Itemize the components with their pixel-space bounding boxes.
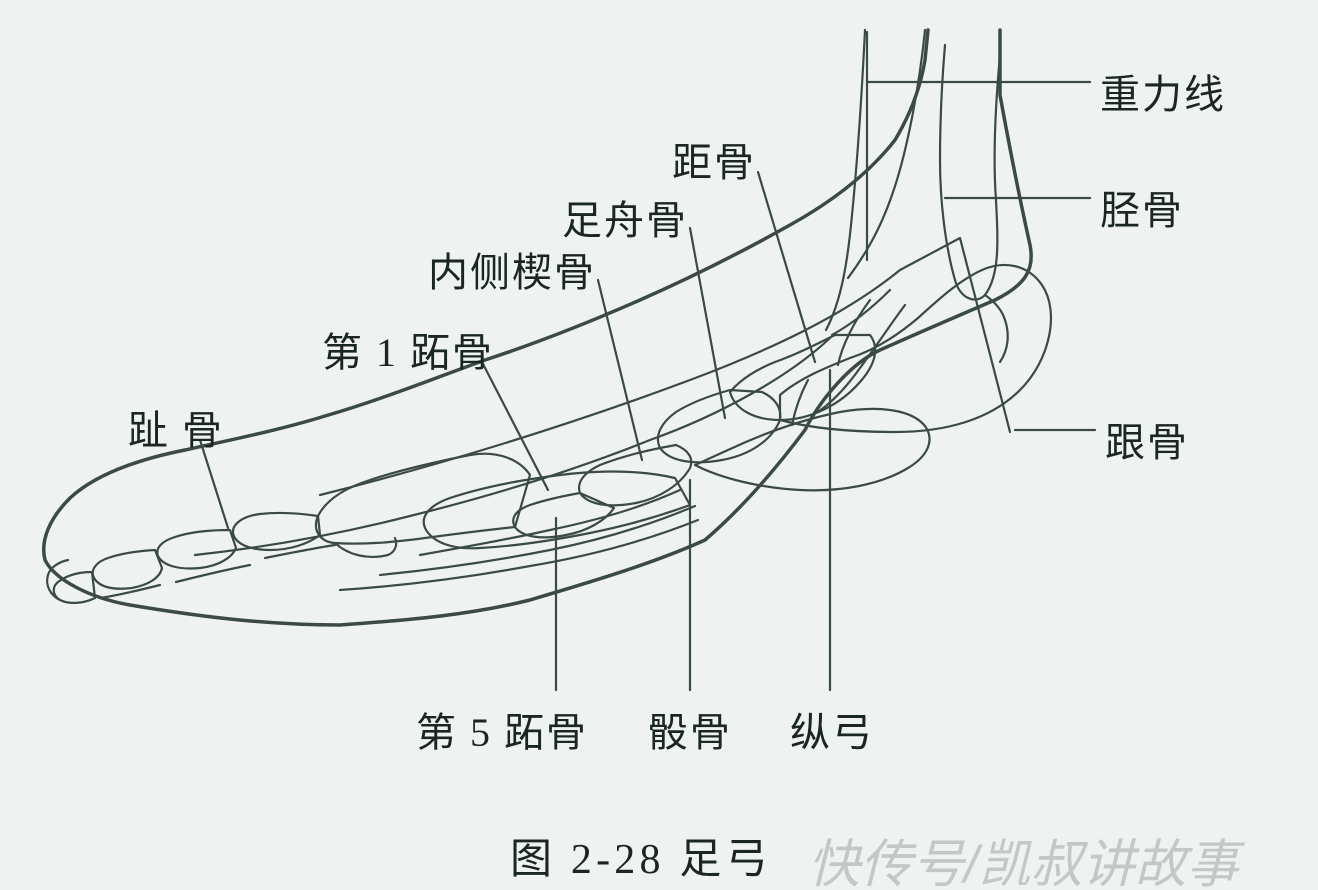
label-fifth-metatarsal: 第 5 跖骨 <box>416 700 588 758</box>
label-talus: 距骨 <box>672 130 756 188</box>
watermark-text: 快传号/凯叔讲故事 <box>808 822 1238 890</box>
label-longitudinal-arch: 纵弓 <box>790 700 874 758</box>
label-first-metatarsal: 第 1 跖骨 <box>322 320 494 378</box>
label-cuboid: 骰骨 <box>648 700 732 758</box>
figure-caption: 图 2-28 足弓 <box>510 825 772 886</box>
label-tibia: 胫骨 <box>1100 178 1184 236</box>
label-phalanx: 趾 骨 <box>128 398 224 456</box>
label-gravity-line: 重力线 <box>1100 62 1226 120</box>
label-calcaneus: 跟骨 <box>1105 410 1189 468</box>
label-medial-cuneiform: 内侧楔骨 <box>428 240 596 298</box>
label-navicular: 足舟骨 <box>562 188 688 246</box>
